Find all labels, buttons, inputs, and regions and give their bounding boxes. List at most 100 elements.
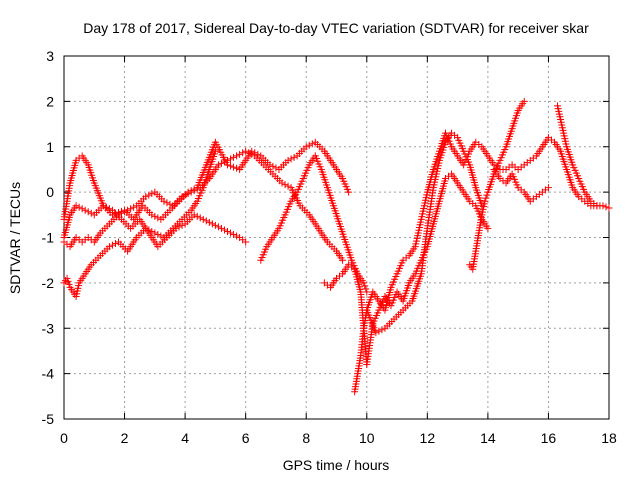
data-point — [118, 209, 126, 217]
series-2 — [60, 202, 250, 251]
data-point — [124, 206, 132, 214]
data-point — [151, 212, 159, 220]
data-point — [233, 152, 241, 160]
x-tick-label: 4 — [181, 430, 189, 446]
data-point — [305, 141, 313, 149]
data-point — [127, 205, 135, 213]
data-point — [205, 218, 213, 226]
data-point — [363, 288, 371, 296]
chart-title: Day 178 of 2017, Sidereal Day-to-day VTE… — [83, 20, 589, 36]
data-point — [193, 212, 201, 220]
data-point — [64, 277, 72, 285]
series-7 — [351, 129, 613, 396]
data-point — [208, 220, 216, 228]
data-point — [227, 162, 235, 170]
series-5 — [257, 152, 371, 296]
series-11 — [554, 102, 601, 210]
data-point — [224, 227, 231, 235]
data-points — [60, 97, 613, 396]
series-10 — [466, 97, 528, 273]
data-point — [242, 238, 250, 246]
data-point — [178, 193, 186, 201]
data-point — [230, 163, 238, 171]
data-point — [211, 221, 219, 229]
data-point — [178, 221, 186, 229]
y-tick-label: -2 — [42, 275, 55, 291]
data-point — [339, 256, 347, 264]
data-point — [99, 202, 107, 210]
data-point — [361, 282, 369, 290]
y-tick-label: 0 — [46, 184, 54, 200]
data-point — [214, 161, 222, 169]
data-point — [233, 232, 241, 240]
data-point — [360, 279, 368, 287]
y-tick-label: 2 — [46, 93, 54, 109]
data-point — [269, 162, 277, 170]
data-point — [102, 203, 110, 211]
data-point — [230, 153, 238, 161]
data-point — [199, 215, 207, 223]
data-point — [175, 223, 183, 231]
series-3 — [60, 147, 347, 264]
data-point — [224, 156, 231, 164]
data-point — [151, 229, 159, 237]
data-point — [84, 208, 92, 216]
data-point — [602, 203, 610, 211]
data-point — [111, 210, 119, 218]
data-point — [308, 140, 316, 148]
data-point — [154, 214, 162, 222]
data-point — [148, 211, 156, 219]
series-4 — [60, 147, 219, 300]
data-point — [87, 209, 95, 217]
data-point — [190, 187, 198, 195]
x-tick-label: 2 — [121, 430, 129, 446]
data-point — [202, 217, 210, 225]
x-tick-label: 8 — [302, 430, 310, 446]
x-tick-label: 18 — [601, 430, 617, 446]
data-point — [111, 240, 119, 248]
data-point — [227, 229, 235, 237]
data-point — [236, 150, 244, 158]
data-point — [544, 184, 552, 192]
data-point — [220, 226, 228, 234]
y-axis-label: SDTVAR / TECUs — [7, 182, 23, 294]
data-point — [484, 224, 492, 232]
data-point — [239, 149, 247, 157]
data-point — [287, 155, 295, 163]
data-point — [290, 153, 298, 161]
x-tick-label: 10 — [359, 430, 375, 446]
data-point — [214, 223, 222, 231]
x-tick-label: 12 — [420, 430, 436, 446]
data-point — [154, 230, 162, 238]
data-point — [242, 147, 250, 155]
x-tick-label: 6 — [242, 430, 250, 446]
data-point — [481, 197, 489, 205]
data-point — [166, 200, 174, 208]
data-point — [142, 224, 150, 232]
data-point — [362, 285, 370, 293]
data-point — [196, 214, 204, 222]
x-tick-label: 16 — [541, 430, 557, 446]
data-point — [254, 150, 262, 158]
data-point — [115, 211, 122, 219]
data-point — [605, 204, 613, 212]
data-point — [211, 147, 219, 155]
data-point — [230, 230, 238, 238]
data-point — [245, 149, 253, 157]
data-point — [520, 97, 528, 105]
data-point — [217, 159, 225, 167]
x-axis-label: GPS time / hours — [283, 457, 390, 473]
data-point — [148, 227, 156, 235]
data-point — [81, 206, 89, 214]
data-point — [278, 179, 286, 187]
data-point — [190, 211, 198, 219]
y-tick-label: -1 — [42, 230, 55, 246]
data-point — [187, 188, 195, 196]
data-point — [266, 161, 274, 169]
data-point — [284, 156, 292, 164]
data-point — [217, 224, 225, 232]
x-tick-label: 14 — [480, 430, 496, 446]
data-point — [157, 232, 165, 240]
y-tick-label: -3 — [42, 320, 55, 336]
